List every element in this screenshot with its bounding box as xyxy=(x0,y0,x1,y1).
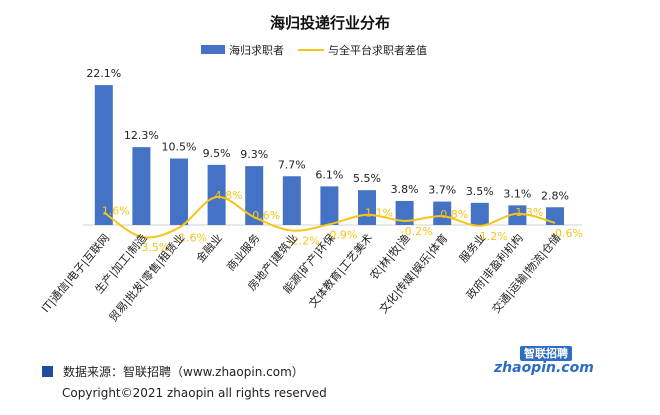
diff-value-label: -3.5% xyxy=(137,241,169,254)
diff-line xyxy=(103,195,556,239)
bar xyxy=(508,205,527,225)
bar xyxy=(395,200,414,225)
diff-value-label: 0.6% xyxy=(252,209,280,222)
bar-value-label: 22.1% xyxy=(86,67,121,80)
bar-value-label: 9.3% xyxy=(240,148,268,161)
chart: 海归投递行业分布 海归求职者 与全平台求职者差值 22.1% 12.3%10.5%… xyxy=(39,14,583,324)
diff-value-label: 0.8% xyxy=(440,208,468,221)
diff-value-label: -1.6% xyxy=(175,232,207,245)
bars-group xyxy=(94,85,564,226)
logo-main-text: zhaopin.com xyxy=(494,360,594,376)
bar-value-label: 3.7% xyxy=(428,184,456,197)
diff-labels-group: 1.6% -3.5% -1.6% 4.8% 0.6% -2.2% -0.9% 1.1% -0.2… xyxy=(102,189,583,254)
bar xyxy=(245,166,264,225)
x-tick-label: IT|通信|电子|互联网 xyxy=(39,232,112,316)
legend-label-bar: 海归求职者 xyxy=(229,43,284,57)
bar-value-label: 12.3% xyxy=(124,129,159,142)
source-row: 数据来源：智联招聘（www.zhaopin.com） xyxy=(42,361,304,381)
bar xyxy=(132,147,151,225)
diff-value-label: -0.6% xyxy=(551,227,583,240)
x-tick-label: 交通|运输|物流|仓储 xyxy=(489,231,563,316)
bar xyxy=(433,201,452,225)
zhaopin-logo: 智联招聘 zhaopin.com xyxy=(494,346,594,380)
bar-value-label: 10.5% xyxy=(162,141,197,154)
bar-value-label: 9.5% xyxy=(203,147,231,160)
diff-value-label: -0.2% xyxy=(401,225,433,238)
bar xyxy=(94,85,113,226)
x-tick-label: 服务业 xyxy=(457,232,488,266)
bar-value-label: 6.1% xyxy=(315,168,343,181)
source-text: 数据来源：智联招聘（www.zhaopin.com） xyxy=(63,364,304,379)
bar-value-label: 3.8% xyxy=(391,183,419,196)
diff-value-label: 1.1% xyxy=(365,207,393,220)
bar-value-label: 3.5% xyxy=(466,185,494,198)
diff-value-label: -1.2% xyxy=(476,230,508,243)
bar xyxy=(282,176,301,225)
logo-top-text: 智联招聘 xyxy=(520,346,572,361)
diff-value-label: -0.9% xyxy=(325,228,357,241)
bar-labels-group: 22.1% 12.3%10.5% 9.5% 9.3% 7.7% 6.1% 5.5% 3.8% 3… xyxy=(86,67,569,202)
source-swatch xyxy=(42,365,53,377)
legend-swatch-bar xyxy=(201,45,225,54)
copyright-text: Copyright©2021 zhaopin all rights reserv… xyxy=(62,386,327,400)
bar-value-label: 5.5% xyxy=(353,172,381,185)
legend-label-line: 与全平台求职者差值 xyxy=(328,43,427,57)
diff-value-label: -2.2% xyxy=(288,235,320,248)
x-tick-label: 文化|传媒|娱乐|体育 xyxy=(376,231,450,316)
bar-value-label: 2.8% xyxy=(541,189,569,202)
legend: 海归求职者 与全平台求职者差值 xyxy=(201,43,427,57)
bar xyxy=(320,186,339,225)
bar-value-label: 7.7% xyxy=(278,158,306,171)
bar-value-label: 3.1% xyxy=(503,187,531,200)
bar xyxy=(358,190,376,225)
x-tick-label: 商业服务 xyxy=(223,231,262,274)
bar xyxy=(470,202,489,225)
diff-value-label: 1.3% xyxy=(515,206,543,219)
chart-title: 海归投递行业分布 xyxy=(270,14,390,32)
diff-value-label: 1.6% xyxy=(102,204,130,217)
bar xyxy=(207,164,226,225)
diff-value-label: 4.8% xyxy=(215,189,243,202)
bar xyxy=(170,158,188,225)
